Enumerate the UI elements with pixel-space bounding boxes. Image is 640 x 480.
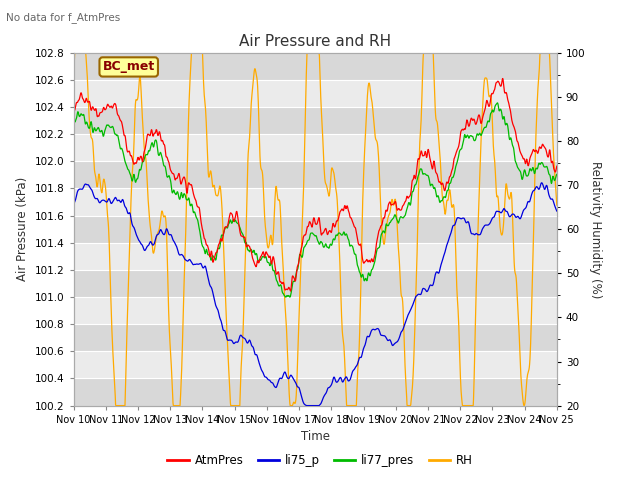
li77_pres (177, 191, 185, 196)
AtmPres (499, 76, 507, 82)
AtmPres (496, 82, 504, 87)
Legend: AtmPres, li75_p, li77_pres, RH: AtmPres, li75_p, li77_pres, RH (163, 449, 477, 472)
Bar (74, 216, 557, 243)
li77_pres (453, 159, 461, 165)
li75_p (177, 252, 185, 257)
RH (496, 224, 504, 230)
li77_pres (70, 116, 77, 121)
RH (454, 297, 461, 302)
li75_p (553, 208, 561, 214)
AtmPres (231, 215, 239, 221)
Bar (74, 378, 557, 406)
X-axis label: Time: Time (301, 430, 330, 443)
AtmPres (177, 181, 185, 187)
li75_p (166, 232, 173, 238)
RH (70, 78, 77, 84)
RH (178, 365, 186, 371)
Bar (74, 53, 557, 80)
AtmPres (287, 288, 294, 294)
li77_pres (493, 100, 501, 106)
AtmPres (166, 161, 173, 167)
Bar (74, 161, 557, 189)
li77_pres (390, 214, 398, 220)
li75_p (303, 403, 310, 408)
Title: Air Pressure and RH: Air Pressure and RH (239, 34, 391, 49)
li77_pres (496, 107, 504, 112)
li75_p (496, 209, 504, 215)
Text: BC_met: BC_met (102, 60, 155, 73)
li77_pres (166, 173, 173, 179)
Bar (74, 270, 557, 297)
li77_pres (231, 217, 239, 223)
RH (232, 403, 239, 408)
li75_p (231, 340, 239, 346)
RH (112, 403, 120, 408)
AtmPres (390, 201, 398, 207)
Line: li75_p: li75_p (74, 183, 557, 406)
li75_p (453, 216, 461, 221)
Line: RH: RH (74, 53, 557, 406)
Bar (74, 324, 557, 351)
li75_p (390, 341, 398, 347)
Line: AtmPres: AtmPres (74, 79, 557, 291)
li75_p (70, 202, 77, 208)
AtmPres (553, 163, 561, 169)
RH (166, 340, 174, 346)
Y-axis label: Air Pressure (kPa): Air Pressure (kPa) (16, 177, 29, 281)
li75_p (538, 180, 545, 186)
li77_pres (286, 294, 294, 300)
RH (390, 200, 398, 206)
AtmPres (453, 147, 461, 153)
RH (553, 202, 561, 208)
Line: li77_pres: li77_pres (74, 103, 557, 297)
Text: No data for f_AtmPres: No data for f_AtmPres (6, 12, 121, 23)
li77_pres (553, 171, 561, 177)
AtmPres (70, 107, 77, 113)
Y-axis label: Relativity Humidity (%): Relativity Humidity (%) (589, 160, 602, 298)
Bar (74, 107, 557, 134)
RH (71, 50, 79, 56)
